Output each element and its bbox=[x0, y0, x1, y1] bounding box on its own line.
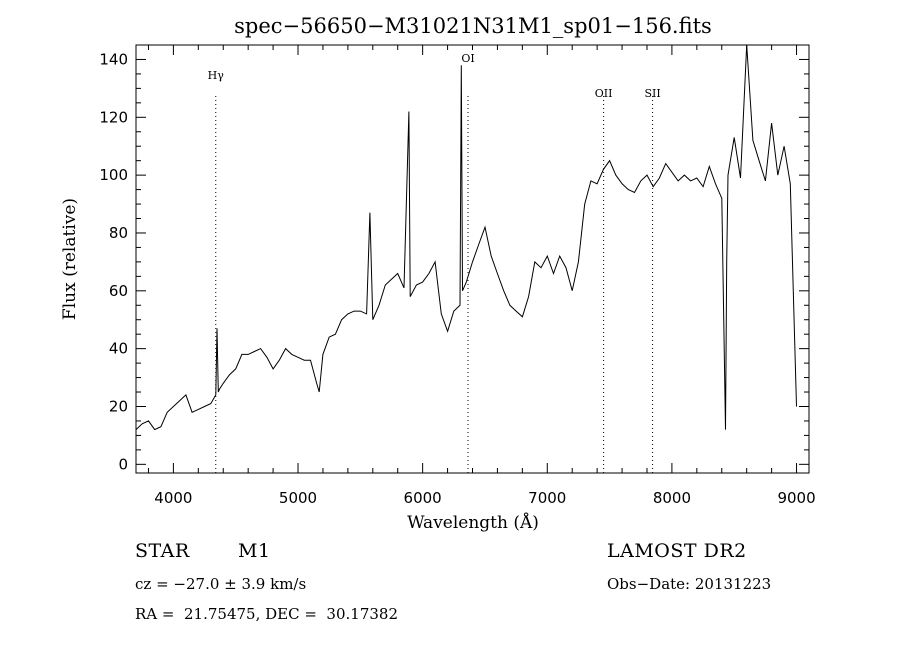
y-tick-label: 80 bbox=[109, 224, 128, 242]
x-tick-label: 8000 bbox=[653, 489, 691, 507]
line-marker-label: OII bbox=[595, 87, 613, 100]
line-marker-label: SII bbox=[644, 87, 660, 100]
line-marker-label: OI bbox=[461, 52, 474, 65]
y-axis-ticks: 0 20 40 60 80 100 120 140 bbox=[99, 44, 809, 473]
y-axis-label: Flux (relative) bbox=[60, 198, 80, 320]
x-axis-ticks: 4000 5000 6000 7000 8000 9000 bbox=[147, 45, 816, 507]
redshift-velocity: cz = −27.0 ± 3.9 km/s bbox=[135, 575, 307, 593]
plot-frame bbox=[135, 44, 810, 474]
observation-date: Obs−Date: 20131223 bbox=[607, 575, 772, 593]
y-tick-label: 0 bbox=[118, 455, 128, 473]
y-tick-label: 140 bbox=[99, 50, 128, 68]
object-class: STAR bbox=[135, 540, 190, 562]
x-axis-label: Wavelength (Å) bbox=[407, 512, 539, 533]
x-tick-label: 6000 bbox=[404, 489, 442, 507]
line-markers: Hγ OI OII SII bbox=[208, 52, 661, 473]
x-tick-label: 5000 bbox=[279, 489, 317, 507]
y-tick-label: 100 bbox=[99, 166, 128, 184]
x-tick-label: 9000 bbox=[777, 489, 815, 507]
subclass: M1 bbox=[238, 540, 271, 562]
coordinates: RA = 21.75475, DEC = 30.17382 bbox=[135, 605, 399, 623]
spectrum-line bbox=[135, 44, 797, 431]
y-tick-label: 40 bbox=[109, 340, 128, 358]
line-marker-label: Hγ bbox=[208, 69, 225, 82]
survey-name: LAMOST DR2 bbox=[607, 540, 747, 562]
chart-title: spec−56650−M31021N31M1_sp01−156.fits bbox=[234, 14, 712, 38]
x-tick-label: 4000 bbox=[154, 489, 192, 507]
y-tick-label: 20 bbox=[109, 397, 128, 415]
y-tick-label: 60 bbox=[109, 282, 128, 300]
y-tick-label: 120 bbox=[99, 108, 128, 126]
x-tick-label: 7000 bbox=[528, 489, 566, 507]
